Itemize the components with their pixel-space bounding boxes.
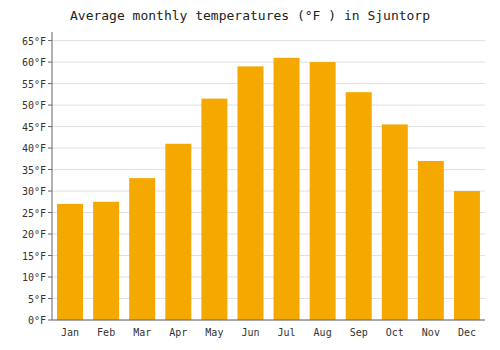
y-tick-label: 10°F xyxy=(22,272,46,283)
y-tick xyxy=(48,169,52,170)
x-tick-label: Nov xyxy=(422,327,440,338)
grid-line xyxy=(52,126,485,127)
x-tick-label: Sep xyxy=(350,327,368,338)
bar xyxy=(237,66,263,320)
bar xyxy=(454,191,480,320)
y-tick-label: 15°F xyxy=(22,251,46,262)
y-tick-label: 35°F xyxy=(22,165,46,176)
bar xyxy=(201,99,227,320)
bar xyxy=(57,204,83,320)
x-tick-label: Oct xyxy=(386,327,404,338)
bar xyxy=(382,124,408,320)
y-axis: 0°F 5°F 10°F 15°F 20°F 25°F 30°F 35°F 40°F 45°F 50… xyxy=(22,36,52,326)
grid-line xyxy=(52,320,485,321)
y-tick-label: 20°F xyxy=(22,229,46,240)
y-tick xyxy=(48,83,52,84)
x-tick-label: Feb xyxy=(97,327,115,338)
y-tick xyxy=(48,40,52,41)
x-tick-label: Jul xyxy=(278,327,296,338)
x-tick-label: Apr xyxy=(169,327,187,338)
chart-svg: Average monthly temperatures (°F ) in Sj… xyxy=(0,0,500,350)
bar xyxy=(274,58,300,320)
y-tick xyxy=(48,320,52,321)
y-tick xyxy=(48,191,52,192)
bar xyxy=(129,178,155,320)
y-tick xyxy=(48,234,52,235)
y-axis-line xyxy=(52,32,53,320)
y-tick-label: 55°F xyxy=(22,79,46,90)
bar xyxy=(165,144,191,320)
grid xyxy=(52,41,485,320)
y-tick-label: 30°F xyxy=(22,186,46,197)
y-tick xyxy=(48,212,52,213)
x-tick-label: Dec xyxy=(458,327,476,338)
y-tick-label: 40°F xyxy=(22,143,46,154)
x-tick-label: Jun xyxy=(241,327,259,338)
x-tick-label: Aug xyxy=(314,327,332,338)
y-tick-label: 0°F xyxy=(28,315,46,326)
y-tick-label: 5°F xyxy=(28,294,46,305)
grid-line xyxy=(52,40,485,41)
y-tick-label: 45°F xyxy=(22,122,46,133)
bars xyxy=(57,58,480,320)
y-tick xyxy=(48,62,52,63)
y-tick xyxy=(48,298,52,299)
x-tick-label: Mar xyxy=(133,327,151,338)
grid-line xyxy=(52,62,485,63)
y-tick xyxy=(48,277,52,278)
x-axis: Jan Feb Mar Apr May Jun Jul Aug Sep Oct Nov Dec xyxy=(61,327,476,338)
grid-line xyxy=(52,83,485,84)
y-tick-label: 60°F xyxy=(22,57,46,68)
y-tick-label: 25°F xyxy=(22,208,46,219)
grid-line xyxy=(52,148,485,149)
y-tick xyxy=(48,255,52,256)
x-tick-label: May xyxy=(205,327,223,338)
y-tick xyxy=(48,148,52,149)
title: Average monthly temperatures (°F ) in Sj… xyxy=(70,8,430,23)
y-tick xyxy=(48,126,52,127)
bar xyxy=(418,161,444,320)
x-tick-label: Jan xyxy=(61,327,79,338)
bar xyxy=(346,92,372,320)
grid-line xyxy=(52,105,485,106)
y-tick-label: 65°F xyxy=(22,36,46,47)
chart-container: Average monthly temperatures (°F ) in Sj… xyxy=(0,0,500,350)
x-axis-line xyxy=(52,320,485,321)
bar xyxy=(310,62,336,320)
y-tick-label: 50°F xyxy=(22,100,46,111)
bar xyxy=(93,202,119,320)
y-tick xyxy=(48,105,52,106)
